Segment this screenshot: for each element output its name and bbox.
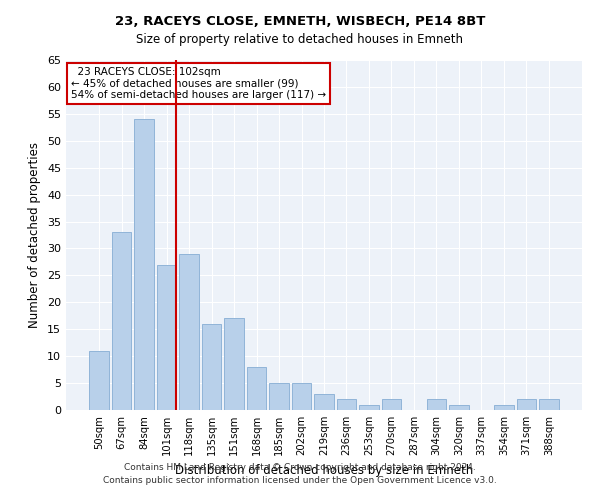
Text: 23 RACEYS CLOSE: 102sqm
← 45% of detached houses are smaller (99)
54% of semi-de: 23 RACEYS CLOSE: 102sqm ← 45% of detache…: [71, 67, 326, 100]
Bar: [359, 404, 379, 410]
Bar: [517, 399, 536, 410]
Text: Contains HM Land Registry data © Crown copyright and database right 2024.: Contains HM Land Registry data © Crown c…: [124, 464, 476, 472]
Bar: [89, 351, 109, 410]
Bar: [382, 399, 401, 410]
Bar: [292, 383, 311, 410]
Bar: [157, 264, 176, 410]
Bar: [134, 119, 154, 410]
Bar: [269, 383, 289, 410]
Bar: [314, 394, 334, 410]
X-axis label: Distribution of detached houses by size in Emneth: Distribution of detached houses by size …: [175, 464, 473, 476]
Bar: [112, 232, 131, 410]
Bar: [337, 399, 356, 410]
Bar: [247, 367, 266, 410]
Bar: [539, 399, 559, 410]
Text: Size of property relative to detached houses in Emneth: Size of property relative to detached ho…: [137, 32, 464, 46]
Text: Contains public sector information licensed under the Open Government Licence v3: Contains public sector information licen…: [103, 476, 497, 485]
Bar: [179, 254, 199, 410]
Bar: [427, 399, 446, 410]
Bar: [202, 324, 221, 410]
Bar: [494, 404, 514, 410]
Text: 23, RACEYS CLOSE, EMNETH, WISBECH, PE14 8BT: 23, RACEYS CLOSE, EMNETH, WISBECH, PE14 …: [115, 15, 485, 28]
Bar: [224, 318, 244, 410]
Bar: [449, 404, 469, 410]
Y-axis label: Number of detached properties: Number of detached properties: [28, 142, 41, 328]
